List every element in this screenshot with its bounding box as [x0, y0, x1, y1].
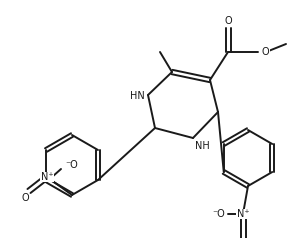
Text: O: O: [21, 193, 29, 203]
Text: N⁺: N⁺: [237, 209, 249, 219]
Text: O: O: [262, 47, 270, 57]
Text: ⁻O: ⁻O: [65, 160, 78, 170]
Text: O: O: [224, 16, 232, 26]
Text: ⁻O: ⁻O: [212, 209, 225, 219]
Text: N⁺: N⁺: [41, 172, 53, 182]
Text: HN: HN: [130, 91, 145, 101]
Text: NH: NH: [195, 141, 210, 151]
